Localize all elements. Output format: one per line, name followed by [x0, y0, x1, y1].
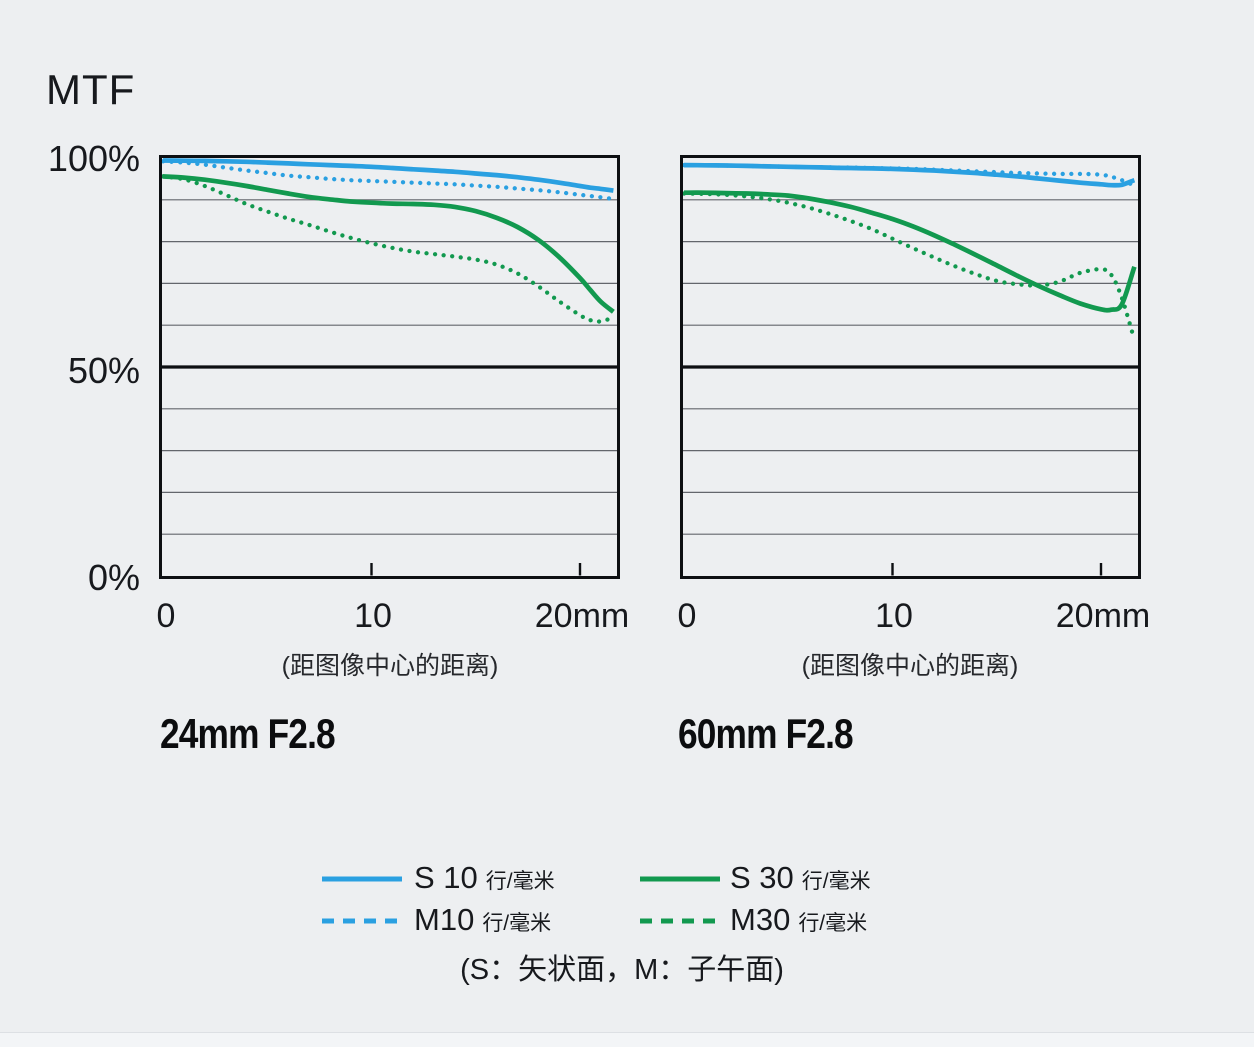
y-axis-tick-100: 100%: [47, 138, 140, 179]
x-axis-caption-left: (距图像中心的距离): [281, 652, 499, 680]
legend-line-m30-dashed: [640, 918, 720, 924]
bottom-strip: [0, 1032, 1254, 1047]
legend-line-s30-solid: [640, 876, 720, 882]
legend-note: (S：矢状面，M：子午面): [460, 954, 784, 986]
legend-unit-s30: 行/毫米: [801, 870, 871, 893]
legend-label-s10: S 10: [414, 860, 478, 895]
y-axis-tick-0: 0%: [87, 557, 140, 598]
x-axis-caption-right: (距图像中心的距离): [801, 652, 1019, 680]
x-tick-10-left: 10: [354, 597, 392, 635]
legend-line-s10-solid: [322, 876, 402, 882]
legend-label-m10: M10: [414, 902, 475, 937]
x-tick-0-right: 0: [677, 597, 697, 635]
legend-label-s30: S 30: [730, 860, 794, 895]
legend-item-s30: S 30 行/毫米: [730, 860, 871, 896]
lens-title-24mm: 24mm F2.8: [160, 710, 336, 757]
x-tick-0-left: 0: [156, 597, 176, 635]
legend-item-m10: M10 行/毫米: [414, 902, 551, 938]
x-tick-10-right: 10: [875, 597, 913, 635]
x-tick-20mm-right: 20mm: [1055, 597, 1151, 635]
legend-unit-s10: 行/毫米: [485, 870, 555, 893]
legend-item-s10: S 10 行/毫米: [414, 860, 555, 896]
legend-label-m30: M30: [730, 902, 791, 937]
x-tick-20mm-left: 20mm: [534, 597, 630, 635]
legend-unit-m10: 行/毫米: [482, 912, 552, 935]
legend-unit-m30: 行/毫米: [798, 912, 868, 935]
chart-title: MTF: [46, 66, 136, 113]
y-axis-tick-50: 50%: [67, 350, 140, 391]
legend-line-m10-dashed: [322, 918, 402, 924]
legend-item-m30: M30 行/毫米: [730, 902, 867, 938]
mtf-plot-60mm: [680, 155, 1141, 579]
lens-title-60mm: 60mm F2.8: [678, 710, 854, 757]
mtf-plot-24mm: [159, 155, 620, 579]
